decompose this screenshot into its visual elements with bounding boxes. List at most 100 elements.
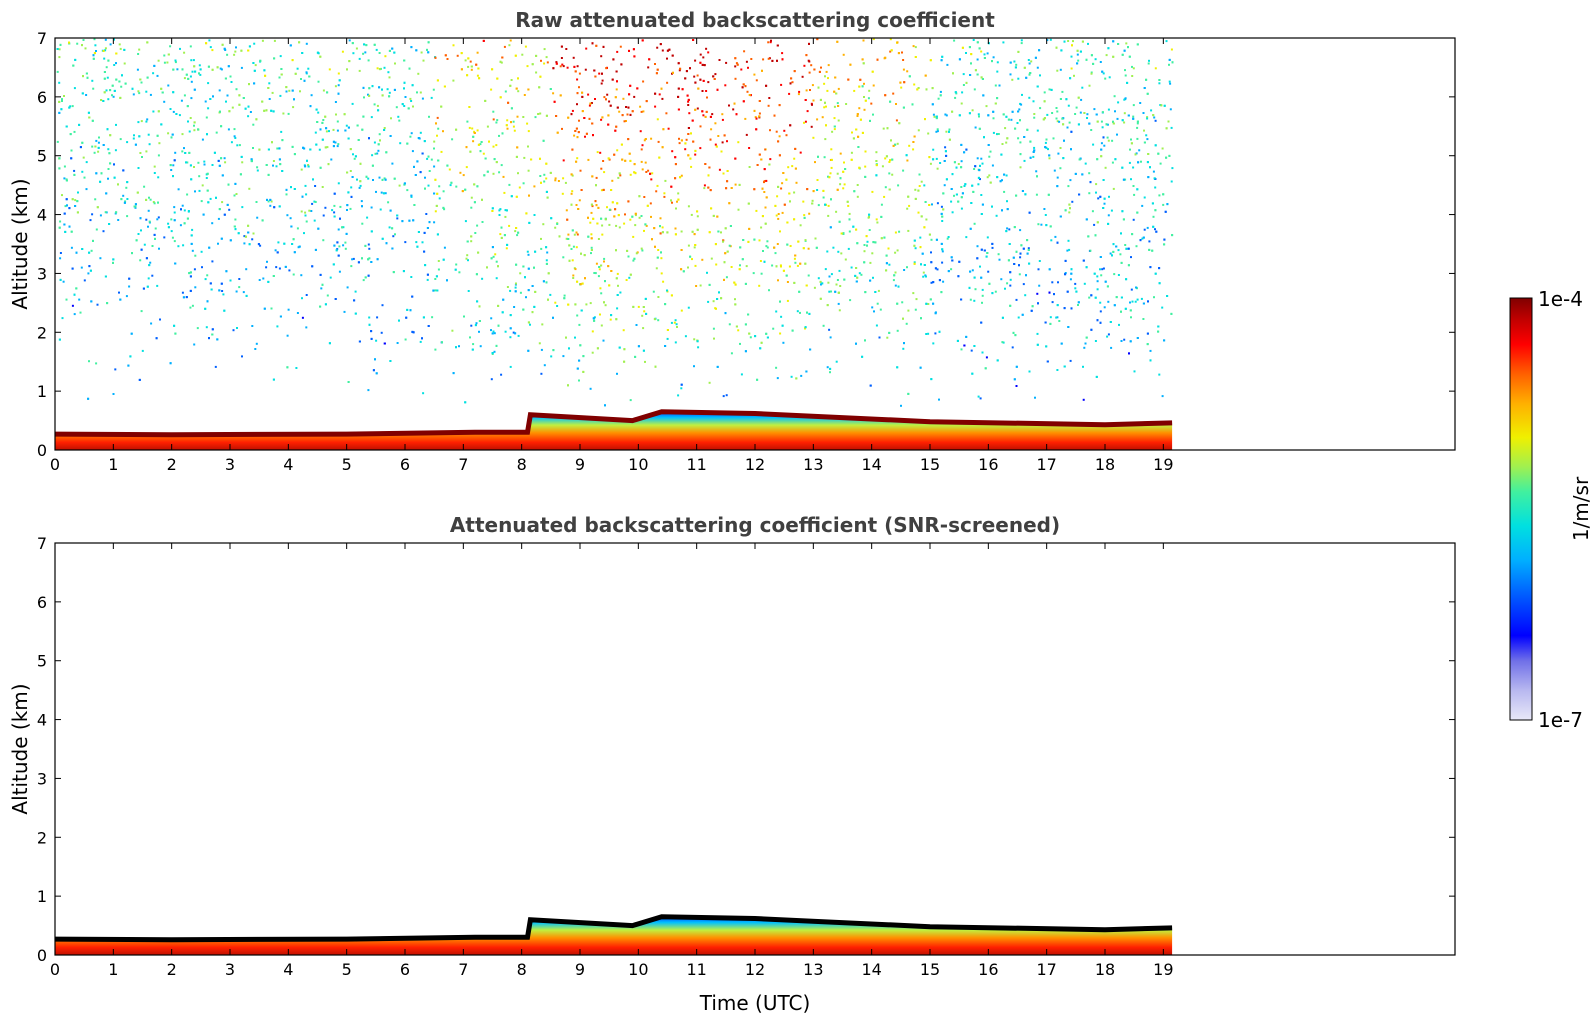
speckle-dot	[138, 135, 141, 138]
speckle-dot	[1051, 281, 1054, 284]
speckle-dot	[660, 272, 663, 275]
speckle-dot	[150, 322, 153, 325]
speckle-dot	[1017, 316, 1020, 319]
speckle-dot	[118, 43, 121, 46]
speckle-dot	[856, 195, 859, 198]
speckle-dot	[863, 108, 866, 111]
speckle-dot	[82, 39, 85, 41]
speckle-dot	[760, 226, 763, 229]
speckle-dot	[699, 61, 702, 64]
speckle-dot	[1028, 211, 1031, 214]
speckle-dot	[824, 138, 827, 141]
speckle-dot	[576, 65, 579, 68]
speckle-dot	[737, 141, 740, 144]
speckle-dot	[556, 131, 559, 134]
speckle-dot	[426, 157, 429, 160]
speckle-dot	[875, 151, 878, 154]
speckle-dot	[789, 124, 792, 127]
speckle-dot	[918, 173, 921, 176]
speckle-dot	[699, 125, 702, 128]
speckle-dot	[955, 193, 958, 196]
speckle-dot	[570, 192, 573, 195]
speckle-dot	[610, 189, 613, 191]
speckle-dot	[811, 199, 814, 202]
speckle-dot	[604, 218, 607, 221]
speckle-dot	[1091, 210, 1094, 213]
speckle-dot	[549, 171, 552, 174]
speckle-dot	[599, 313, 601, 316]
speckle-dot	[259, 59, 262, 62]
speckle-dot	[1066, 126, 1069, 129]
speckle-dot	[1054, 235, 1057, 238]
speckle-dot	[1061, 90, 1064, 93]
speckle-dot	[655, 267, 658, 270]
speckle-dot	[991, 242, 994, 245]
speckle-dot	[629, 218, 632, 221]
speckle-dot	[1026, 239, 1029, 242]
speckle-dot	[657, 296, 660, 298]
speckle-dot	[179, 224, 182, 227]
speckle-dot	[970, 53, 973, 56]
speckle-dot	[72, 64, 75, 67]
speckle-dot	[103, 57, 106, 60]
speckle-dot	[825, 105, 827, 108]
speckle-dot	[1112, 55, 1115, 58]
speckle-dot	[741, 258, 744, 261]
speckle-dot	[977, 176, 980, 179]
speckle-dot	[1148, 240, 1151, 243]
speckle-dot	[680, 230, 683, 233]
speckle-dot	[593, 319, 596, 322]
speckle-dot	[522, 308, 525, 311]
speckle-dot	[362, 279, 365, 282]
speckle-dot	[985, 105, 988, 108]
x-tick: 5	[342, 543, 352, 979]
speckle-dot	[1136, 337, 1139, 339]
speckle-dot	[596, 347, 599, 350]
speckle-dot	[776, 377, 779, 380]
speckle-dot	[925, 302, 928, 305]
speckle-dot	[593, 272, 596, 274]
speckle-dot	[468, 126, 471, 129]
speckle-dot	[817, 277, 820, 280]
speckle-dot	[527, 267, 530, 270]
speckle-dot	[332, 128, 335, 131]
speckle-dot	[1058, 120, 1061, 123]
speckle-dot	[173, 206, 176, 209]
speckle-dot	[923, 226, 926, 229]
speckle-dot	[994, 84, 997, 87]
speckle-dot	[601, 233, 604, 236]
speckle-dot	[427, 41, 430, 44]
speckle-dot	[1029, 156, 1032, 159]
speckle-dot	[148, 264, 151, 267]
speckle-dot	[1007, 259, 1010, 262]
speckle-dot	[1158, 282, 1161, 285]
speckle-dot	[416, 91, 418, 94]
speckle-dot	[1059, 68, 1062, 71]
speckle-dot	[499, 233, 502, 236]
speckle-dot	[481, 198, 483, 201]
speckle-dot	[760, 272, 763, 275]
speckle-dot	[126, 141, 129, 144]
speckle-dot	[1084, 162, 1087, 165]
speckle-dot	[702, 79, 705, 82]
speckle-dot	[509, 336, 512, 339]
speckle-dot	[267, 87, 270, 89]
speckle-dot	[785, 274, 788, 277]
speckle-dot	[571, 259, 574, 262]
speckle-dot	[573, 134, 576, 137]
speckle-dot	[876, 221, 879, 224]
speckle-dot	[735, 62, 738, 65]
speckle-dot	[1009, 278, 1012, 281]
speckle-dot	[65, 179, 68, 182]
speckle-dot	[939, 94, 942, 97]
speckle-dot	[422, 59, 425, 62]
speckle-dot	[466, 254, 469, 257]
speckle-dot	[804, 262, 807, 265]
speckle-dot	[714, 122, 717, 125]
speckle-dot	[194, 70, 197, 73]
speckle-dot	[920, 263, 922, 266]
speckle-dot	[198, 175, 201, 178]
speckle-dot	[912, 141, 915, 143]
speckle-dot	[855, 228, 858, 231]
speckle-dot	[1037, 223, 1040, 226]
